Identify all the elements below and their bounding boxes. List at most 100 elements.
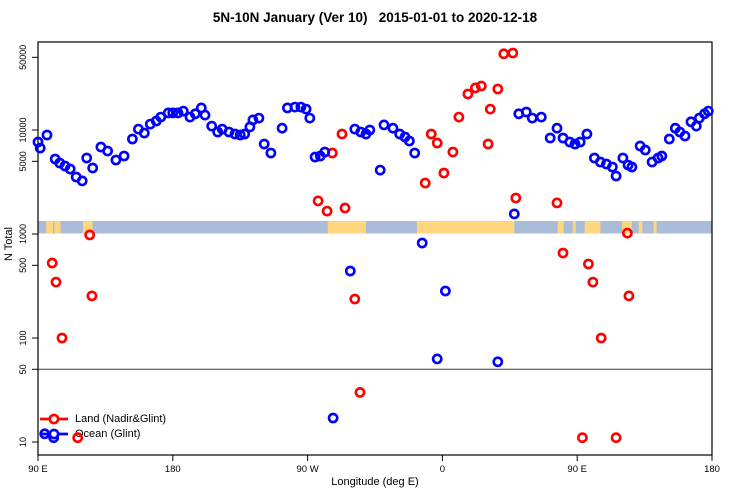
ocean-point xyxy=(520,106,532,118)
ocean-point xyxy=(32,136,44,148)
land-point xyxy=(321,205,333,217)
ocean-point xyxy=(289,101,301,113)
ocean-point xyxy=(138,127,150,139)
map-strip-land-segment xyxy=(622,221,632,234)
land-point xyxy=(438,167,450,179)
ocean-point xyxy=(574,136,586,148)
map-strip-land-segment xyxy=(557,221,564,234)
land-point xyxy=(551,197,563,209)
ocean-point xyxy=(300,103,312,115)
ocean-point xyxy=(639,144,651,156)
ocean-point xyxy=(439,285,451,297)
land-point xyxy=(510,192,522,204)
ocean-point xyxy=(374,164,386,176)
map-strip-land-segment xyxy=(82,221,93,234)
ocean-point xyxy=(610,170,622,182)
ocean-point xyxy=(41,129,53,141)
y-tick-label: 5000 xyxy=(18,151,28,171)
ocean-point xyxy=(656,150,668,162)
land-point xyxy=(492,83,504,95)
ocean-point xyxy=(595,156,606,168)
ocean-point xyxy=(199,109,211,121)
x-tick-label: 90 E xyxy=(28,464,48,475)
ocean-point xyxy=(364,124,376,136)
ocean-point xyxy=(492,356,504,368)
ocean-point xyxy=(508,208,520,220)
land-point xyxy=(56,332,68,344)
ocean-point xyxy=(309,151,321,163)
ocean-point xyxy=(102,145,113,157)
x-tick-label: 90 E xyxy=(567,464,587,475)
ocean-point xyxy=(76,175,88,187)
ocean-point xyxy=(416,237,428,249)
land-point xyxy=(312,195,324,207)
y-tick-label: 50 xyxy=(18,364,28,374)
ocean-point xyxy=(617,152,629,164)
ocean-point xyxy=(387,122,399,134)
ocean-point xyxy=(189,108,201,120)
x-axis-title: Longitude (deg E) xyxy=(331,476,419,488)
ocean-point xyxy=(155,111,167,123)
chart-title: 5N-10N January (Ver 10) 2015-01-01 to 20… xyxy=(212,10,538,25)
map-strip-land-segment xyxy=(572,221,576,234)
legend-label-land: Land (Nadir&Glint) xyxy=(75,413,167,425)
ocean-point xyxy=(564,136,576,148)
map-strip-ocean xyxy=(38,221,712,234)
x-tick-label: 90 W xyxy=(297,464,319,475)
land-point xyxy=(462,88,474,100)
ocean-point xyxy=(551,122,563,134)
land-point xyxy=(46,257,58,269)
map-strip-land-segment xyxy=(653,221,657,234)
land-point xyxy=(507,47,519,59)
ocean-point xyxy=(126,133,138,145)
ocean-point xyxy=(569,138,581,150)
x-tick-label: 0 xyxy=(440,464,445,475)
ocean-point xyxy=(177,105,189,117)
ocean-point xyxy=(172,107,184,119)
ocean-point xyxy=(431,353,443,365)
ocean-point xyxy=(581,128,593,140)
land-point xyxy=(587,276,599,288)
ocean-point xyxy=(258,138,270,150)
ocean-point xyxy=(223,126,235,138)
map-strip-land-segment xyxy=(327,221,367,234)
land-point xyxy=(475,80,487,92)
ocean-point xyxy=(167,107,179,119)
land-point xyxy=(595,332,607,344)
land-point xyxy=(622,227,633,239)
legend-marker-ocean xyxy=(48,428,60,440)
ocean-point xyxy=(663,133,675,145)
land-point xyxy=(339,202,351,214)
ocean-point xyxy=(403,135,415,147)
land-point xyxy=(623,290,635,302)
ocean-point xyxy=(118,150,130,162)
plot-border xyxy=(37,41,713,456)
land-point xyxy=(84,229,96,241)
legend-label-ocean: Ocean (Glint) xyxy=(75,428,141,440)
map-strip-land-segment xyxy=(416,221,515,234)
y-tick-label: 10000 xyxy=(18,117,28,142)
land-point xyxy=(354,386,366,398)
land-point xyxy=(482,138,494,150)
land-point xyxy=(431,137,443,149)
land-point xyxy=(610,432,622,444)
land-point xyxy=(336,128,348,140)
land-point xyxy=(557,247,569,259)
ocean-point xyxy=(253,112,265,124)
land-point xyxy=(50,276,62,288)
y-tick-label: 1000 xyxy=(18,224,28,244)
ocean-point xyxy=(344,265,356,277)
map-strip-land-segment xyxy=(638,221,643,234)
ocean-point xyxy=(327,412,339,424)
land-point xyxy=(425,128,437,140)
ocean-point xyxy=(607,161,618,173)
y-tick-label: 100 xyxy=(18,330,28,345)
land-point xyxy=(577,432,588,444)
x-tick-label: 180 xyxy=(165,464,181,475)
ocean-point xyxy=(304,112,316,124)
map-strip-land-segment xyxy=(584,221,601,234)
land-point xyxy=(447,146,459,158)
ocean-point xyxy=(247,114,259,126)
ocean-point xyxy=(409,147,421,159)
